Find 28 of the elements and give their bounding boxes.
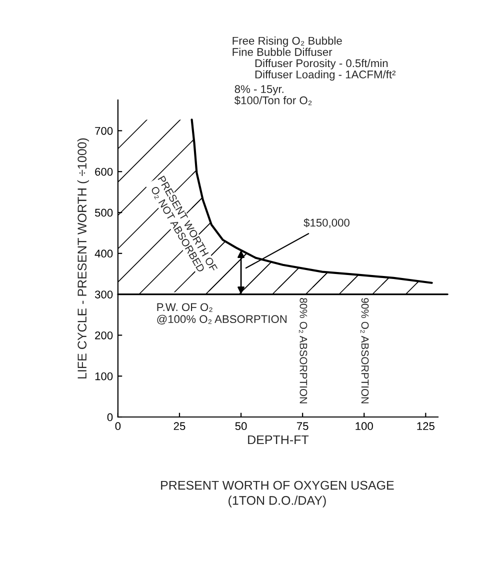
text: PRESENT WORTH OF OXYGEN USAGE xyxy=(161,480,394,490)
text: Fine Bubble Diffuser xyxy=(232,48,332,56)
x-tick-label: 50 xyxy=(235,422,247,430)
y-tick-label: 100 xyxy=(95,372,113,380)
x-axis-title: DEPTH-FT xyxy=(248,435,309,444)
text: Diffuser Porosity - 0.5ft/min xyxy=(255,59,388,70)
y-tick-label: 700 xyxy=(95,126,113,135)
x-tick-label: 125 xyxy=(417,422,434,430)
annotation: 80% O₂ ABSORPTION xyxy=(298,298,308,404)
text: 8% - 15yr. xyxy=(234,85,284,96)
x-tick-label: 100 xyxy=(356,422,373,430)
annotation: $100/Ton for O₂ xyxy=(234,96,312,106)
y-tick-label: 500 xyxy=(94,208,113,217)
y-tick-label: 600 xyxy=(95,168,113,176)
y-tick-label: 400 xyxy=(94,250,113,258)
y-tick-label: 200 xyxy=(95,331,113,340)
annotation: P.W. OF O₂ @100% O₂ ABSORPTION xyxy=(157,303,286,324)
annotation: $150,000 xyxy=(304,218,350,228)
text: Free Rising O₂ Bubble xyxy=(232,36,342,47)
y-axis-title: LIFE CYCLE - PRESENT WORTH ( ÷1000) xyxy=(77,138,89,378)
x-tick-label: 25 xyxy=(174,422,186,430)
text: (1TON D.O./DAY) xyxy=(228,496,326,508)
x-tick-label: 0 xyxy=(115,422,121,430)
y-tick-label: 0 xyxy=(107,413,113,422)
text: Diffuser Loading - 1ACFM/ft² xyxy=(255,70,396,81)
y-tick-label: 300 xyxy=(94,290,113,298)
annotation: 90% O₂ ABSORPTION xyxy=(360,298,369,404)
x-tick-label: 75 xyxy=(296,422,308,430)
